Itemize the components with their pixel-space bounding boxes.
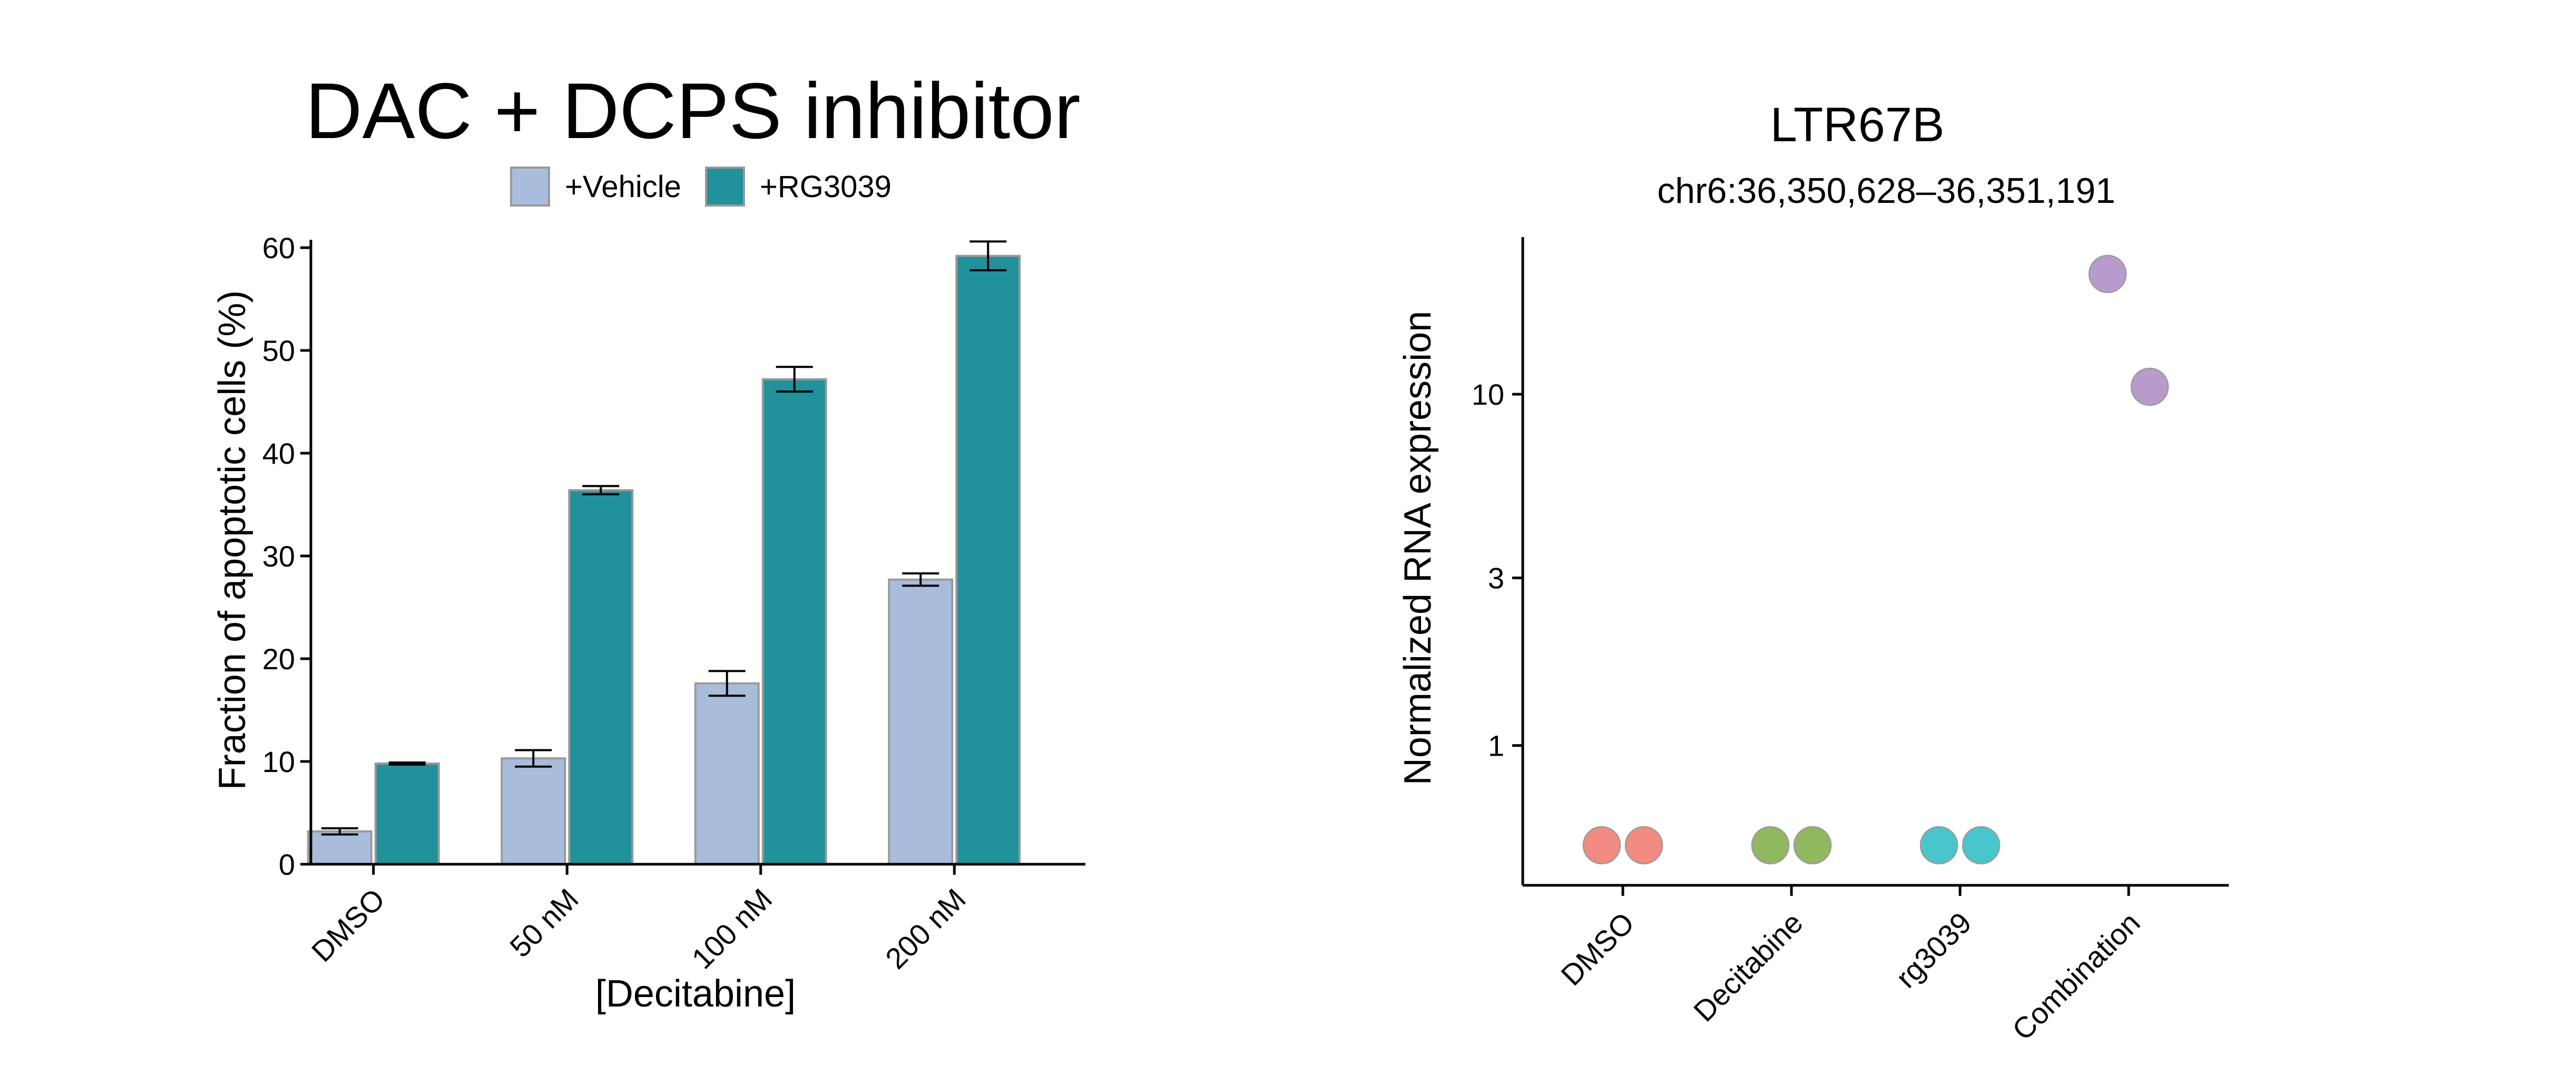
bar-chart-legend: +Vehicle +RG3039 <box>510 167 892 207</box>
legend-swatch <box>510 167 550 207</box>
bar-chart-x-tick-label: DMSO <box>305 882 391 968</box>
bar <box>761 378 827 865</box>
scatter-point <box>1624 826 1663 865</box>
scatter-point <box>1962 826 2001 865</box>
bar-chart-y-tick-label: 10 <box>262 745 295 778</box>
bar-chart-y-tick-label: 0 <box>279 848 295 881</box>
scatter-chart-x-tick-label: Combination <box>2006 906 2147 1047</box>
scatter-point <box>2130 367 2169 406</box>
bar <box>307 830 373 865</box>
scatter-point <box>1582 826 1621 865</box>
bar-chart-y-tick-label: 40 <box>262 437 295 470</box>
bar-chart-y-tick-label: 20 <box>262 642 295 676</box>
bar <box>955 255 1021 866</box>
scatter-chart-title: LTR67B <box>1770 98 1945 152</box>
bar-chart-y-tick-label: 30 <box>262 540 295 573</box>
bar-chart-x-tick-label: 200 nM <box>879 882 972 975</box>
bar <box>374 762 440 866</box>
scatter-chart-x-tick-label: rg3039 <box>1889 906 1978 994</box>
bar-chart-y-tick-label: 50 <box>262 334 295 367</box>
bar-chart-y-axis-label: Fraction of apoptotic cells (%) <box>211 290 253 790</box>
bar <box>694 682 760 866</box>
legend-label: +Vehicle <box>565 170 681 204</box>
bar-chart-x-tick-label: 100 nM <box>685 882 779 975</box>
scatter-point <box>2088 255 2127 294</box>
scatter-chart-subtitle: chr6:36,350,628–36,351,191 <box>1657 171 2115 211</box>
bar-chart: DAC + DCPS inhibitor +Vehicle +RG3039 0 10… <box>211 66 1085 1015</box>
bar-chart-y-tick-label: 60 <box>262 231 295 265</box>
scatter-point <box>1793 826 1832 865</box>
bar <box>568 489 634 865</box>
scatter-chart-x-tick-label: Decitabine <box>1687 906 1809 1028</box>
scatter-chart-x-tick-label: DMSO <box>1554 906 1640 992</box>
legend-label: +RG3039 <box>760 170 892 204</box>
bar <box>501 757 566 866</box>
scatter-chart-y-axis-label: Normalized RNA expression <box>1397 311 1439 785</box>
scatter-chart: LTR67B chr6:36,350,628–36,351,191 1 3 10 DM… <box>1397 98 2229 1047</box>
scatter-chart-y-tick-label: 1 <box>1488 729 1504 763</box>
bar-chart-x-tick-label: 50 nM <box>503 882 585 964</box>
legend-swatch <box>705 167 745 207</box>
scatter-point <box>1751 826 1790 865</box>
bar-chart-bars <box>307 240 1021 866</box>
scatter-chart-points <box>1582 255 2169 865</box>
scatter-chart-axes: 1 3 10 DMSO Decitabine rg3039 Combination <box>1472 237 2229 1047</box>
bar-chart-x-axis-label: [Decitabine] <box>595 973 796 1015</box>
scatter-chart-y-tick-label: 10 <box>1472 378 1504 411</box>
scatter-point <box>1919 826 1958 865</box>
bar-chart-title: DAC + DCPS inhibitor <box>305 66 1080 155</box>
bar <box>888 578 954 865</box>
scatter-chart-y-tick-label: 3 <box>1488 562 1504 595</box>
